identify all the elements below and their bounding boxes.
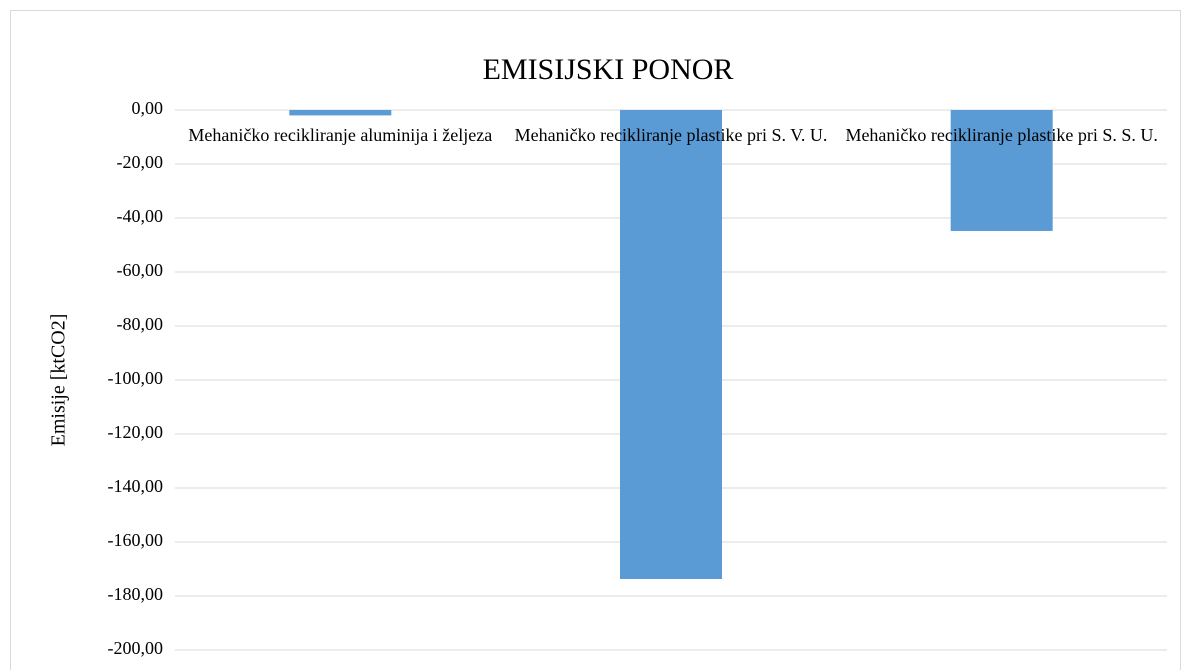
x-tick-label-box: Mehaničko recikliranje plastike pri S. V… (514, 125, 828, 145)
y-tick-label: -180,00 (108, 584, 164, 604)
y-tick-label: -160,00 (108, 530, 164, 550)
y-tick-label: -120,00 (108, 422, 164, 442)
x-tick-label-box: Mehaničko recikliranje plastike pri S. S… (845, 125, 1158, 145)
x-tick-label: Mehaničko recikliranje plastike pri S. S… (845, 125, 1158, 145)
y-tick-label: -100,00 (108, 368, 164, 388)
bar (620, 110, 722, 579)
chart-title: EMISIJSKI PONOR (483, 53, 734, 86)
y-axis-label: Emisije [ktCO2] (48, 314, 70, 447)
bar (950, 110, 1053, 231)
x-tick-label: Mehaničko recikliranje aluminija i želje… (188, 125, 493, 145)
bar (289, 110, 392, 116)
y-tick-label: -80,00 (117, 314, 164, 334)
y-tick-label: 0,00 (132, 98, 164, 118)
chart-frame (10, 10, 1181, 670)
y-tick-label: -200,00 (108, 638, 164, 658)
y-tick-label: -60,00 (117, 260, 164, 280)
y-tick-label: -20,00 (117, 152, 164, 172)
x-tick-label-box: Mehaničko recikliranje aluminija i želje… (188, 125, 493, 145)
y-tick-label: -40,00 (117, 206, 164, 226)
x-tick-label: Mehaničko recikliranje plastike pri S. V… (514, 125, 828, 145)
y-tick-label: -140,00 (108, 476, 164, 496)
